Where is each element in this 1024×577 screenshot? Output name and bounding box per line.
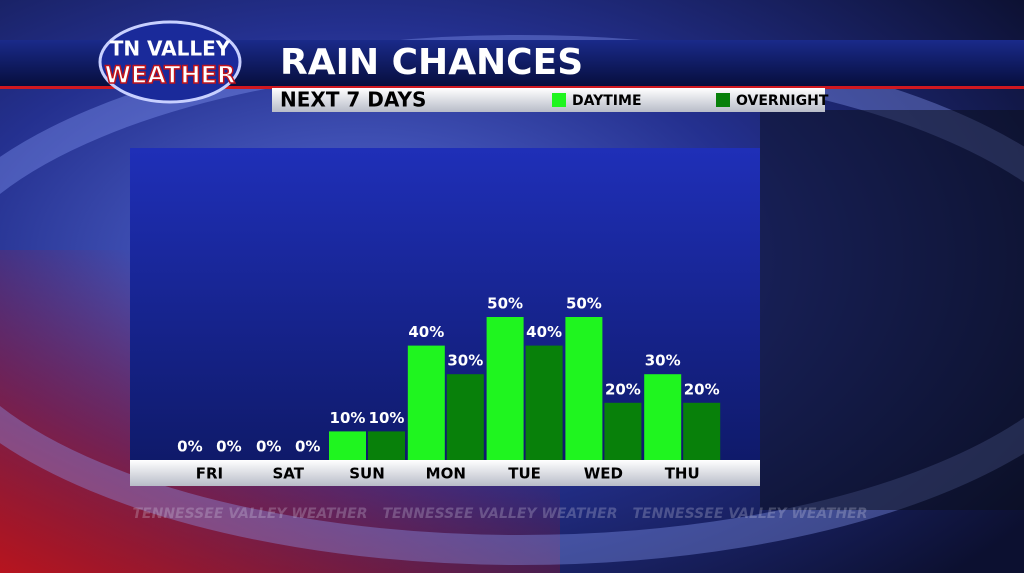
value-label: 10% xyxy=(330,409,366,427)
x-tick-label: FRI xyxy=(196,465,223,483)
logo-text: WEATHER xyxy=(105,61,236,89)
bar xyxy=(446,374,484,460)
value-label: 0% xyxy=(295,438,320,456)
value-label: 20% xyxy=(605,380,641,398)
x-tick-label: MON xyxy=(426,465,466,483)
bar xyxy=(565,317,603,460)
bar xyxy=(407,345,445,460)
bar xyxy=(604,402,642,460)
value-label: 10% xyxy=(369,409,405,427)
value-label: 30% xyxy=(447,352,483,370)
chart-subtitle: NEXT 7 DAYS xyxy=(280,88,426,112)
watermark-text: TENNESSEE VALLEY WEATHER xyxy=(382,506,617,522)
value-label: 40% xyxy=(526,323,562,341)
value-label: 20% xyxy=(684,380,720,398)
value-label: 40% xyxy=(408,323,444,341)
value-label: 0% xyxy=(216,438,241,456)
legend-swatch xyxy=(716,93,730,107)
watermark-text: TENNESSEE VALLEY WEATHER xyxy=(132,506,367,522)
category-strip xyxy=(130,460,760,486)
x-tick-label: THU xyxy=(665,465,700,483)
value-label: 30% xyxy=(645,352,681,370)
logo-badge xyxy=(98,20,242,104)
bar xyxy=(368,431,405,460)
x-tick-label: SAT xyxy=(272,465,304,483)
bar xyxy=(329,431,366,460)
value-label: 50% xyxy=(566,295,602,313)
watermark-text: TENNESSEE VALLEY WEATHER xyxy=(632,506,867,522)
chart-title: RAIN CHANCES xyxy=(280,42,583,83)
logo-text: TN VALLEY xyxy=(110,37,231,61)
legend-label: DAYTIME xyxy=(572,93,642,109)
value-label: 50% xyxy=(487,295,523,313)
bar xyxy=(486,317,524,460)
subtitle-bar xyxy=(272,88,825,112)
bar xyxy=(644,374,682,460)
x-tick-label: SUN xyxy=(349,465,385,483)
bar xyxy=(683,402,721,460)
legend-swatch xyxy=(552,93,566,107)
background-dark xyxy=(760,110,1024,510)
legend-label: OVERNIGHT xyxy=(736,93,829,109)
value-label: 0% xyxy=(256,438,281,456)
x-tick-label: TUE xyxy=(508,465,541,483)
bar xyxy=(525,345,563,460)
header-rule xyxy=(0,86,1024,89)
x-tick-label: WED xyxy=(584,465,623,483)
watermark: TENNESSEE VALLEY WEATHER TENNESSEE VALLEY… xyxy=(132,506,867,522)
value-label: 0% xyxy=(177,438,202,456)
